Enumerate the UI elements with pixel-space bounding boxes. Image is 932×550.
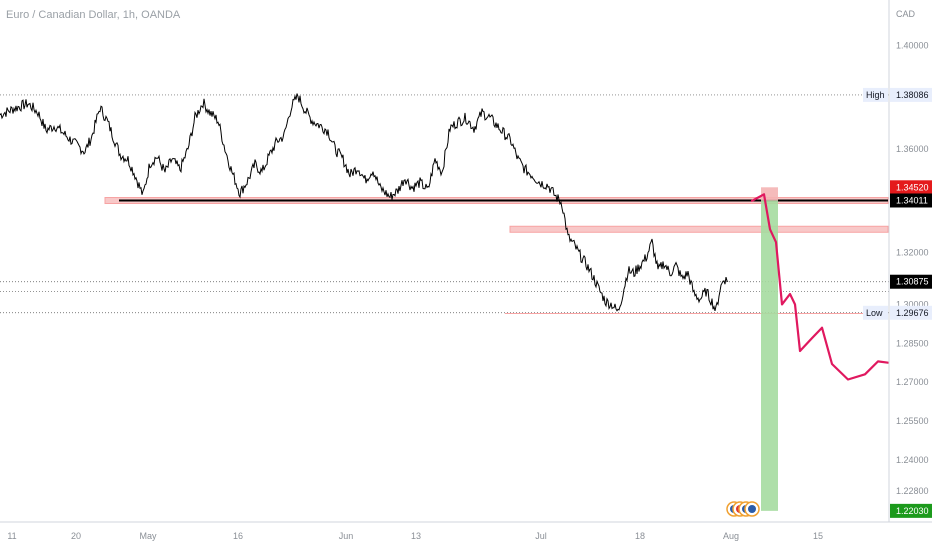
y-tick-labels: 1.400001.380001.360001.340001.320001.300… [896,40,929,496]
price-tag-bg [890,305,932,320]
y-tick-label: 1.36000 [896,144,929,154]
price-tag-bg [890,503,932,518]
y-tick-label: 1.32000 [896,248,929,258]
price-tag: 1.34520 [890,180,932,195]
y-tick-label: 1.25500 [896,416,929,426]
event-icon-flag [748,505,756,513]
y-tick-label: 1.28500 [896,338,929,348]
price-tag: Low 1.29676 [863,305,932,320]
price-tag-bg [890,274,932,289]
price-tag-bg [890,193,932,208]
price-tag-value: 1.34011 [896,195,928,205]
x-tick-labels: 11 20 May 16 Jun 13 Jul 18 Aug 15 [7,531,823,541]
price-tag-bg [890,87,932,102]
target-zone [761,200,778,511]
x-tick-label: 11 [7,531,16,541]
economic-event-icon[interactable] [744,501,760,517]
y-tick-label: 1.40000 [896,40,929,50]
price-tag: 1.22030 [890,503,932,518]
price-tag: High 1.38086 [863,87,932,102]
chart-title: Euro / Canadian Dollar, 1h, OANDA [6,9,181,21]
x-tick-label: 13 [411,531,421,541]
forecast-layer [750,193,890,381]
events-layer[interactable] [726,501,760,517]
level-box-1 [509,225,889,233]
x-tick-label: 16 [233,531,243,541]
y-tick-label: 1.27000 [896,377,929,387]
dotted-lines-layer [0,94,889,314]
price-tag-value: 1.30875 [896,277,929,287]
y-tick-label: 1.22800 [896,486,929,496]
forecast-path [750,193,890,381]
price-tag-value: 1.22030 [896,506,929,516]
price-tag: 1.30875 [890,274,932,289]
position-layer [761,187,778,511]
x-tick-label: 18 [635,531,645,541]
currency-label: CAD [896,9,916,19]
y-tick-label: 1.30000 [896,299,929,309]
x-tick-label: Jun [339,531,354,541]
price-tag-label: High [866,90,885,100]
series-layer [0,93,729,312]
x-tick-label: Aug [723,531,739,541]
price-tag-value: 1.34520 [896,182,929,192]
levels-layer [104,197,889,314]
price-tag: 1.34011 [890,193,932,208]
x-tick-label: May [139,531,157,541]
x-tick-label: 15 [813,531,823,541]
price-tag-value: 1.38086 [896,90,929,100]
price-tag-label-bg [863,305,888,320]
y-tick-label: 1.24000 [896,455,929,465]
x-tick-label: 20 [71,531,81,541]
x-tick-label: Jul [535,531,547,541]
price-tag-label-bg [863,87,888,102]
price-tag-label: Low [866,308,883,318]
price-series-line [0,93,729,312]
price-tag-bg [890,180,932,195]
price-tag-value: 1.29676 [896,308,929,318]
price-tags-layer: High 1.38086 1.34520 1.34011 1.30875 Low 1.296… [863,87,932,518]
